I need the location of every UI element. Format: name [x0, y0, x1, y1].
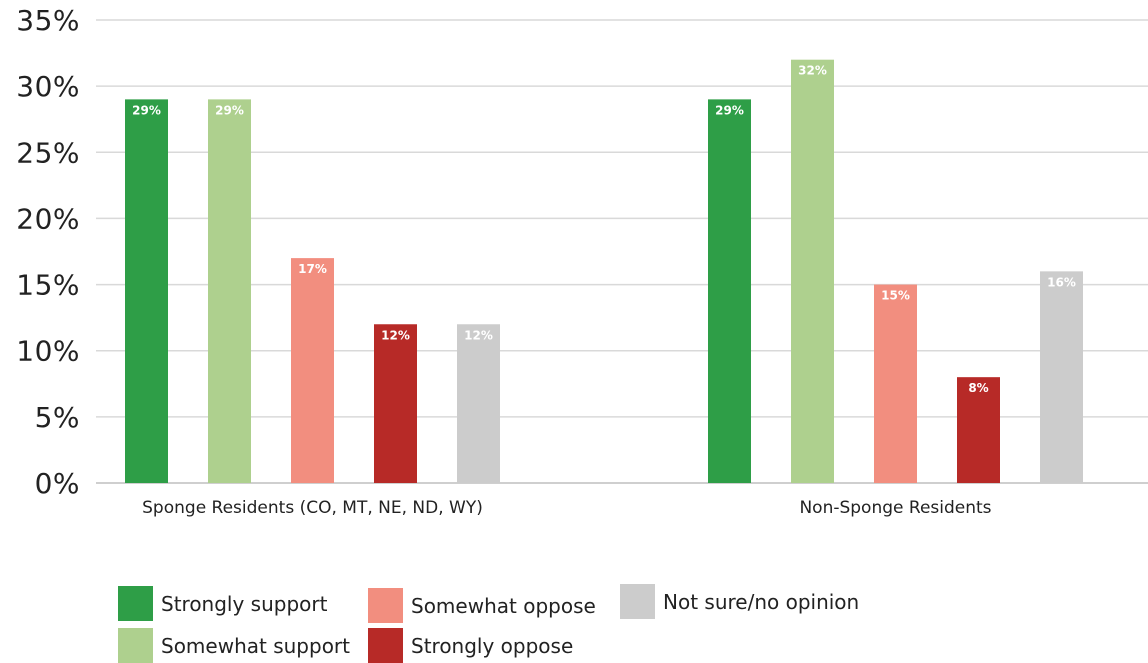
- category-labels: Sponge Residents (CO, MT, NE, ND, WY) Non…: [142, 498, 992, 518]
- y-tick-label-35: 35%: [16, 4, 80, 37]
- legend-item-not-sure-no-opinion: Not sure/no opinion: [620, 584, 859, 619]
- y-tick-label-15: 15%: [16, 269, 80, 302]
- bar-label-somewhat-support-sponge: 29%: [215, 103, 244, 117]
- legend-swatch-strongly-oppose: [368, 628, 403, 663]
- grid-lines: [96, 19, 1148, 484]
- y-tick-label-30: 30%: [16, 70, 80, 103]
- legend-item-somewhat-oppose: Somewhat oppose: [368, 588, 596, 623]
- bar-somewhat-oppose-sponge: [291, 258, 334, 483]
- y-axis-tick-labels: 0% 5% 10% 15% 20% 25% 30% 35%: [16, 4, 80, 500]
- y-tick-label-25: 25%: [16, 136, 80, 169]
- legend: Strongly support Somewhat support Somewhat…: [118, 584, 859, 663]
- category-label-sponge: Sponge Residents (CO, MT, NE, ND, WY): [142, 498, 483, 518]
- y-tick-label-10: 10%: [16, 335, 80, 368]
- category-label-non-sponge: Non-Sponge Residents: [799, 498, 991, 518]
- legend-label-not-sure-no-opinion: Not sure/no opinion: [663, 590, 859, 614]
- bar-data-labels: 29% 29% 17% 12% 12% 29% 32% 15% 8% 16%: [132, 64, 1076, 395]
- y-tick-label-5: 5%: [35, 401, 80, 434]
- legend-item-somewhat-support: Somewhat support: [118, 628, 350, 663]
- bar-label-somewhat-oppose-non-sponge: 15%: [881, 289, 910, 303]
- legend-swatch-strongly-support: [118, 586, 153, 621]
- bar-not-sure-no-opinion-sponge: [457, 324, 500, 483]
- legend-label-somewhat-support: Somewhat support: [161, 634, 350, 658]
- legend-swatch-not-sure-no-opinion: [620, 584, 655, 619]
- bar-strongly-oppose-non-sponge: [957, 377, 1000, 483]
- bar-strongly-oppose-sponge: [374, 324, 417, 483]
- legend-label-strongly-support: Strongly support: [161, 592, 328, 616]
- legend-label-strongly-oppose: Strongly oppose: [411, 634, 573, 658]
- legend-label-somewhat-oppose: Somewhat oppose: [411, 594, 596, 618]
- bar-strongly-support-sponge: [125, 99, 168, 483]
- bar-label-somewhat-support-non-sponge: 32%: [798, 64, 827, 78]
- y-tick-label-0: 0%: [35, 467, 80, 500]
- bar-strongly-support-non-sponge: [708, 99, 751, 483]
- bar-label-not-sure-no-opinion-sponge: 12%: [464, 328, 493, 342]
- legend-item-strongly-support: Strongly support: [118, 586, 328, 621]
- legend-swatch-somewhat-oppose: [368, 588, 403, 623]
- bar-label-strongly-oppose-non-sponge: 8%: [968, 381, 988, 395]
- bar-somewhat-support-non-sponge: [791, 59, 834, 483]
- bars: [125, 59, 1083, 483]
- legend-item-strongly-oppose: Strongly oppose: [368, 628, 573, 663]
- bar-not-sure-no-opinion-non-sponge: [1040, 271, 1083, 483]
- bar-somewhat-oppose-non-sponge: [874, 284, 917, 483]
- bar-label-strongly-oppose-sponge: 12%: [381, 328, 410, 342]
- bar-label-strongly-support-non-sponge: 29%: [715, 103, 744, 117]
- bar-label-not-sure-no-opinion-non-sponge: 16%: [1047, 275, 1076, 289]
- y-tick-label-20: 20%: [16, 202, 80, 235]
- legend-swatch-somewhat-support: [118, 628, 153, 663]
- bar-somewhat-support-sponge: [208, 99, 251, 483]
- bar-label-strongly-support-sponge: 29%: [132, 103, 161, 117]
- bar-label-somewhat-oppose-sponge: 17%: [298, 262, 327, 276]
